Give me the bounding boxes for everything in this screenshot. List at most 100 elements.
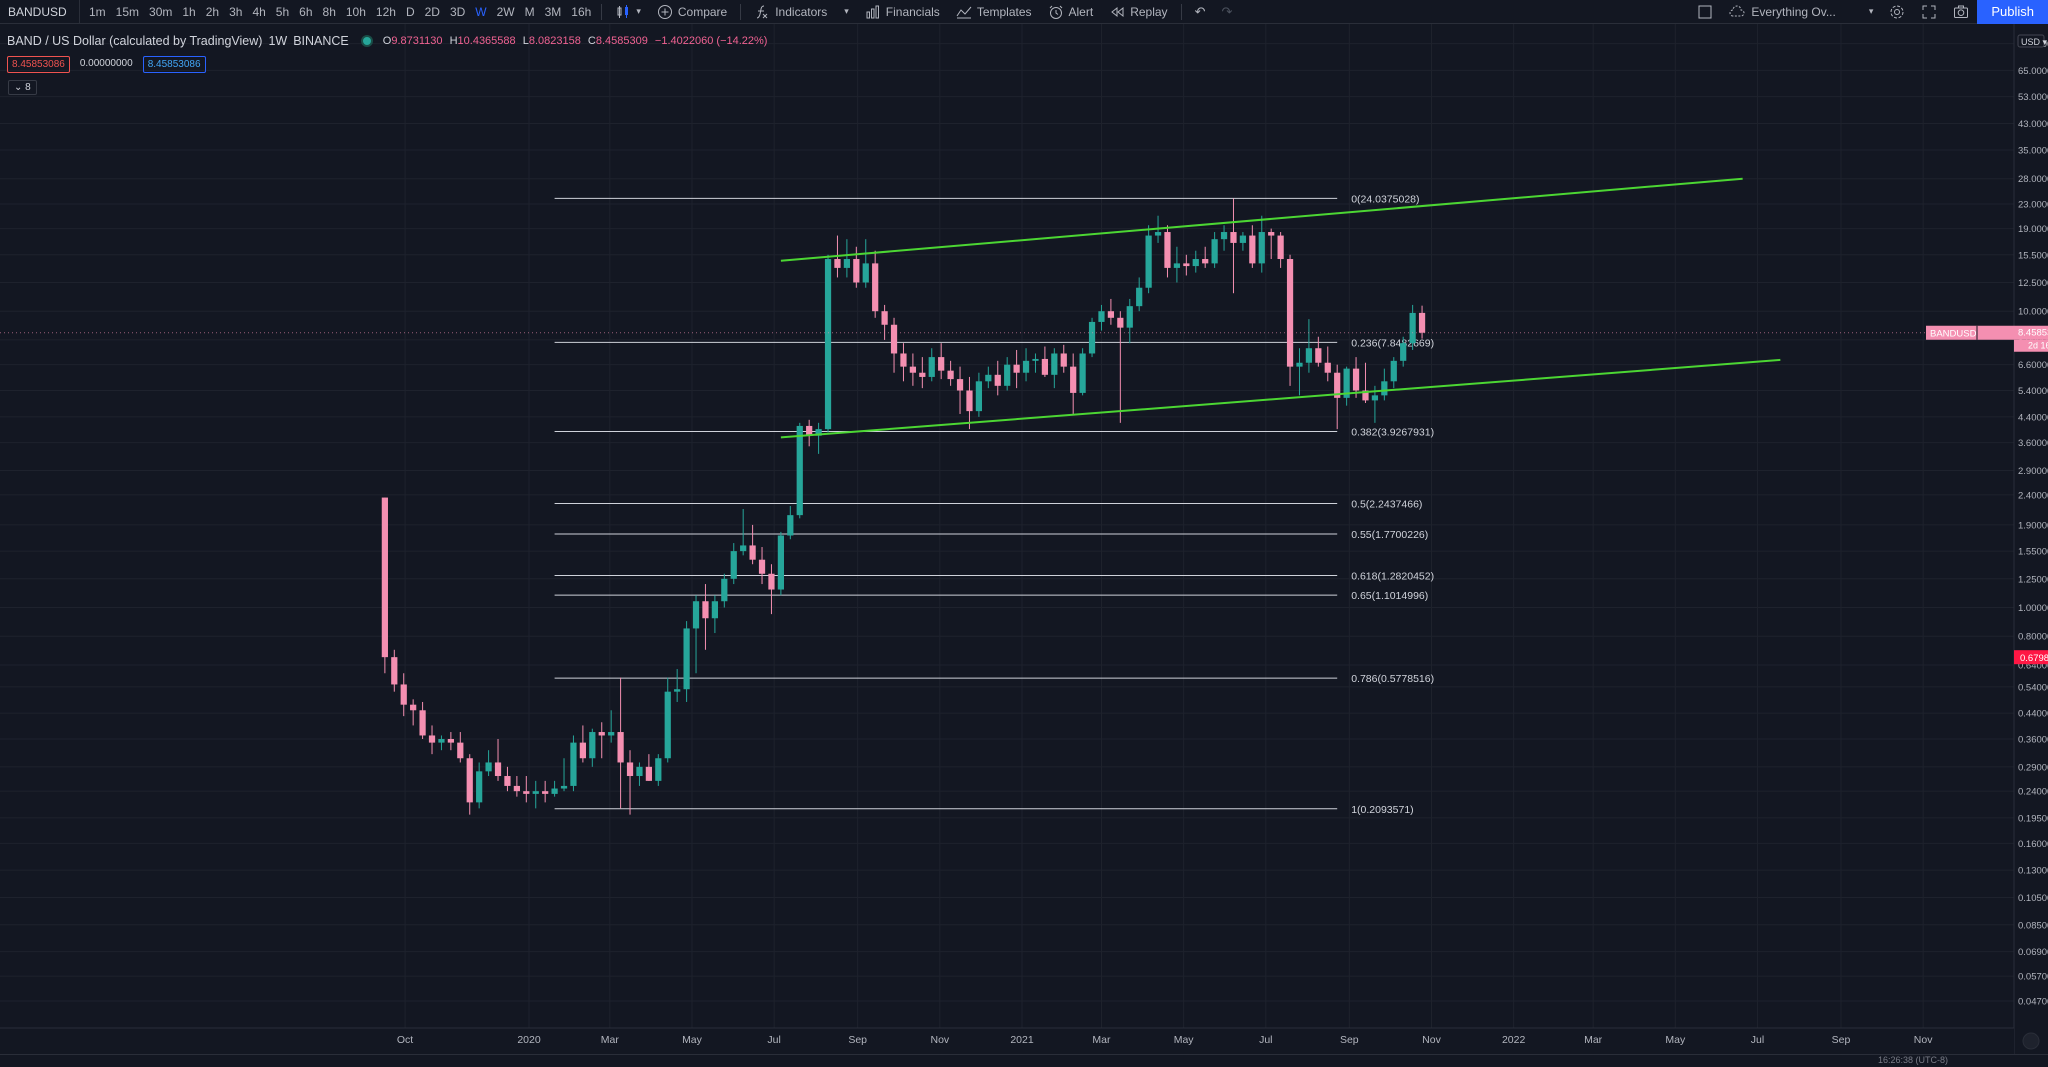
timeframe-6h[interactable]: 6h bbox=[299, 4, 313, 19]
price-tick-label: 43.000000 bbox=[2018, 119, 2048, 130]
layout-selector[interactable]: Everything Ov... ▾ bbox=[1721, 4, 1881, 20]
timeframe-d[interactable]: D bbox=[405, 4, 415, 19]
currency-label: USD ▾ bbox=[2021, 37, 2048, 47]
candle bbox=[1230, 198, 1237, 294]
candle bbox=[787, 506, 794, 540]
candle-body bbox=[796, 425, 803, 516]
candle bbox=[617, 677, 624, 809]
timeframe-w[interactable]: W bbox=[475, 4, 487, 19]
layout-toggle-button[interactable] bbox=[1689, 0, 1721, 24]
separator bbox=[740, 3, 742, 20]
candle bbox=[683, 621, 690, 702]
timeframe-12h[interactable]: 12h bbox=[375, 4, 396, 19]
timeframe-1h[interactable]: 1h bbox=[182, 4, 196, 19]
last-price-symbol-label: BANDUSD bbox=[1930, 329, 1977, 340]
candle-body bbox=[740, 545, 747, 552]
timeframe-16h[interactable]: 16h bbox=[571, 4, 592, 19]
last-price-tag-symbol bbox=[1926, 325, 2048, 340]
financials-button[interactable]: Financials bbox=[857, 0, 948, 24]
timeframe-3m[interactable]: 3M bbox=[544, 4, 562, 19]
candle-body bbox=[994, 374, 1001, 386]
candle-body bbox=[1296, 362, 1303, 367]
indicators-button[interactable]: Indicators ▾ bbox=[746, 0, 857, 24]
candle bbox=[919, 357, 926, 389]
redo-button[interactable]: ↷ bbox=[1213, 0, 1240, 24]
replay-button[interactable]: Replay bbox=[1101, 0, 1175, 24]
candle bbox=[1164, 225, 1171, 278]
timeframe-10h[interactable]: 10h bbox=[345, 4, 366, 19]
timeframe-4h[interactable]: 4h bbox=[252, 4, 266, 19]
spread-value: 0.00000000 bbox=[79, 58, 133, 69]
time-tick-label: Mar bbox=[1584, 1034, 1603, 1046]
candle bbox=[598, 722, 605, 759]
candlestick-series bbox=[381, 198, 1426, 815]
legend-ohlc: O9.8731130 H10.4365588 L8.0823158 C8.458… bbox=[382, 35, 768, 47]
candle-body bbox=[551, 788, 558, 794]
bar-style-button[interactable]: ▾ bbox=[607, 0, 649, 24]
settings-button[interactable] bbox=[1881, 0, 1913, 24]
timeframe-2d[interactable]: 2D bbox=[424, 4, 440, 19]
camera-icon bbox=[1954, 5, 1969, 18]
auto-scale-button bbox=[2022, 1032, 2040, 1050]
candle bbox=[1126, 298, 1133, 344]
legend-collapse-button[interactable]: ⌄ 8 bbox=[8, 80, 37, 95]
timeframe-5h[interactable]: 5h bbox=[275, 4, 290, 19]
candle-body bbox=[570, 742, 577, 786]
candle bbox=[1211, 232, 1218, 268]
fib-level-label: 0.65(1.1014996) bbox=[1351, 590, 1428, 602]
ask-value[interactable]: 8.45853086 bbox=[142, 56, 206, 73]
compare-button[interactable]: Compare bbox=[649, 0, 735, 24]
snapshot-button[interactable] bbox=[1945, 0, 1977, 24]
legend-exchange: BINANCE bbox=[293, 34, 349, 48]
fib-level-label: 0.55(1.7700226) bbox=[1351, 529, 1428, 541]
alarm-clock-icon bbox=[1049, 5, 1062, 19]
timeframe-2h[interactable]: 2h bbox=[205, 4, 220, 19]
candle bbox=[758, 547, 766, 585]
timeframe-3d[interactable]: 3D bbox=[449, 4, 466, 19]
candle-body bbox=[711, 601, 718, 619]
bid-value[interactable]: 8.45853086 bbox=[7, 56, 70, 73]
candle bbox=[674, 669, 681, 702]
price-chart[interactable]: 0(24.0375028) 0.236(7.8482669) 0.382(3.926… bbox=[0, 24, 2048, 1054]
candle-body bbox=[853, 259, 860, 283]
price-tick-label: 0.069000 bbox=[2018, 947, 2048, 958]
candle-body bbox=[777, 535, 784, 590]
timeframe-30m[interactable]: 30m bbox=[149, 4, 173, 19]
compare-label: Compare bbox=[677, 4, 728, 19]
candle-body bbox=[1041, 358, 1049, 375]
candle bbox=[608, 710, 615, 743]
timeframe-3h[interactable]: 3h bbox=[229, 4, 243, 19]
candle bbox=[1343, 366, 1350, 406]
fib-level-label: 0.5(2.2437466) bbox=[1351, 499, 1422, 511]
undo-button[interactable]: ↶ bbox=[1187, 0, 1214, 24]
time-tick-label: Jul bbox=[1259, 1034, 1272, 1046]
publish-button[interactable]: Publish bbox=[1977, 0, 2048, 24]
candle-body bbox=[1164, 232, 1171, 268]
alert-button[interactable]: Alert bbox=[1040, 0, 1102, 24]
timeframe-2w[interactable]: 2W bbox=[496, 4, 515, 19]
price-tick-label: 0.085000 bbox=[2018, 920, 2048, 931]
separator bbox=[601, 3, 603, 20]
timeframe-m[interactable]: M bbox=[524, 4, 535, 19]
timeframe-15m[interactable]: 15m bbox=[115, 4, 140, 19]
timeframe-8h[interactable]: 8h bbox=[322, 4, 336, 19]
candle-body bbox=[1239, 235, 1247, 243]
candle-body bbox=[919, 372, 926, 377]
candle bbox=[523, 776, 530, 803]
candle bbox=[853, 246, 860, 288]
candle-body bbox=[626, 762, 634, 777]
price-tick-label: 0.105000 bbox=[2018, 893, 2048, 904]
templates-button[interactable]: Templates bbox=[948, 0, 1040, 24]
bottom-bar: 16:26:38 (UTC-8) bbox=[0, 1054, 2048, 1067]
candle-body bbox=[909, 366, 917, 373]
fib-level-label: 0.236(7.8482669) bbox=[1351, 337, 1434, 349]
symbol-search[interactable]: BANDUSD bbox=[0, 0, 80, 24]
candle bbox=[428, 725, 436, 755]
candle-body bbox=[815, 429, 822, 436]
candle-body bbox=[1079, 353, 1086, 393]
time-tick-label: Jul bbox=[1751, 1034, 1764, 1046]
market-status-dot[interactable] bbox=[360, 35, 373, 47]
fullscreen-button[interactable] bbox=[1913, 0, 1945, 24]
candle bbox=[1390, 357, 1397, 389]
timeframe-1m[interactable]: 1m bbox=[89, 4, 106, 19]
